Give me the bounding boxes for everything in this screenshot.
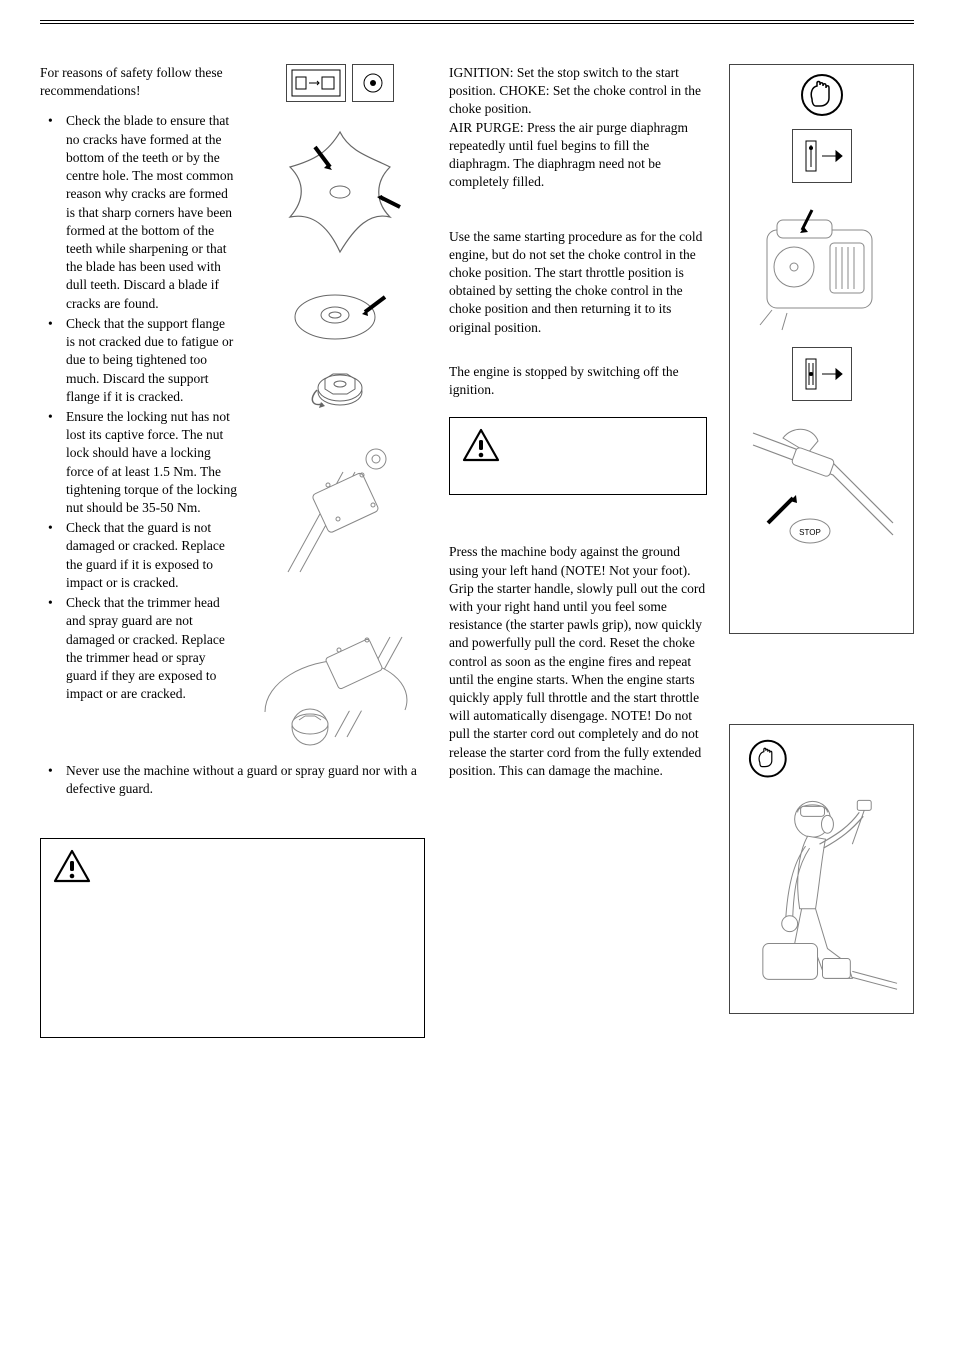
target-icon: [352, 64, 394, 102]
left-figures: [255, 64, 425, 752]
safety-checklist-tail: Never use the machine without a guard or…: [40, 762, 425, 798]
right-figures: STOP: [729, 64, 914, 1058]
gloves-icon: [800, 73, 844, 117]
starting-posture-illustration: [729, 724, 914, 1014]
list-item: Check that the trimmer head and spray gu…: [58, 594, 237, 703]
stop-label: STOP: [799, 528, 821, 537]
page-body: For reasons of safety follow these recom…: [40, 64, 914, 1058]
choke-close-icon: [792, 129, 852, 183]
choke-sequence-illustration: STOP: [729, 64, 914, 634]
air-purge-text: AIR PURGE: Press the air purge diaphragm…: [449, 119, 707, 192]
warning-icon: [462, 428, 500, 462]
guard-illustration: [258, 427, 423, 582]
top-rule-2: [40, 23, 914, 24]
warm-start-text: Use the same starting procedure as for t…: [449, 228, 707, 337]
right-column: IGNITION: Set the stop switch to the sta…: [449, 64, 914, 1058]
safety-checklist: Check the blade to ensure that no cracks…: [40, 112, 237, 703]
stop-text: The engine is stopped by switching off t…: [449, 363, 707, 399]
list-item: Ensure the locking nut has not lost its …: [58, 408, 237, 517]
left-column: For reasons of safety follow these recom…: [40, 64, 425, 1058]
engine-illustration: [742, 195, 902, 335]
trimmer-head-illustration: [255, 592, 425, 752]
switch-icon: [286, 64, 346, 102]
choke-open-icon: [792, 347, 852, 401]
blade-illustration: [260, 112, 420, 272]
icon-row: [286, 64, 394, 102]
list-item: Check that the guard is not damaged or c…: [58, 519, 237, 592]
intro-text: For reasons of safety follow these recom…: [40, 64, 237, 100]
flange-illustration: [285, 282, 395, 352]
warning-box-small: [449, 417, 707, 495]
warning-box-large: [40, 838, 425, 1038]
handle-stop-illustration: STOP: [738, 413, 906, 563]
ignition-choke-text: IGNITION: Set the stop switch to the sta…: [449, 64, 707, 119]
list-item: Never use the machine without a guard or…: [58, 762, 425, 798]
top-rule-1: [40, 20, 914, 21]
list-item: Check that the support flange is not cra…: [58, 315, 237, 406]
list-item: Check the blade to ensure that no cracks…: [58, 112, 237, 312]
starting-procedure-text: Press the machine body against the groun…: [449, 543, 707, 780]
warning-icon: [53, 849, 91, 883]
nut-illustration: [305, 362, 375, 417]
